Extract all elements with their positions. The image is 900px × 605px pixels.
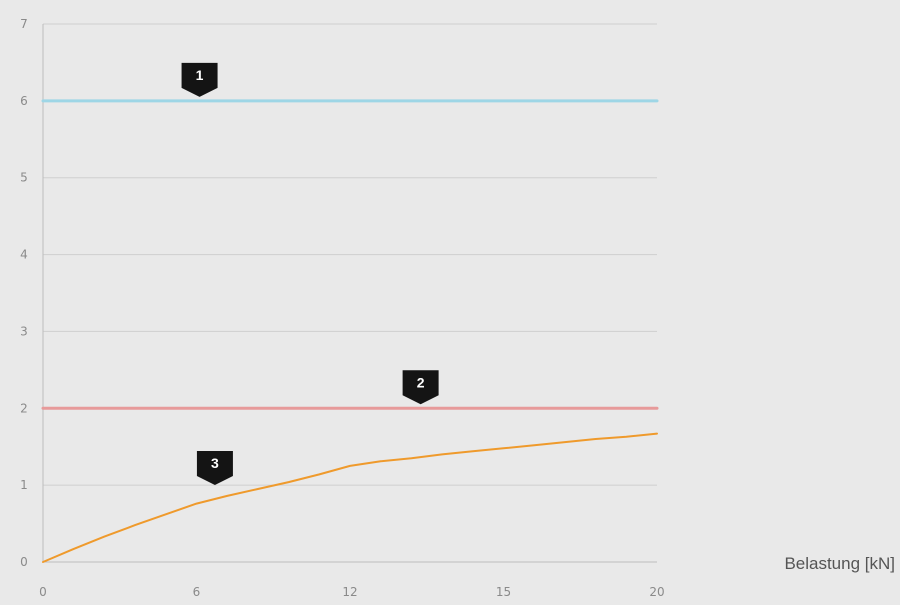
- marker-label: 1: [196, 67, 204, 83]
- marker-3: 3: [197, 451, 233, 485]
- x-axis-label: Belastung [kN]: [784, 554, 895, 573]
- x-axis-ticks: 0 6 12 15 20: [39, 585, 664, 599]
- y-tick-label: 7: [20, 17, 28, 31]
- x-tick-label: 20: [649, 585, 664, 599]
- y-tick-label: 4: [20, 248, 28, 262]
- y-tick-label: 0: [20, 555, 28, 569]
- y-tick-label: 2: [20, 401, 28, 415]
- y-axis-ticks: 0 1 2 3 4 5 6 7: [20, 17, 28, 569]
- marker-label: 2: [417, 374, 425, 390]
- y-tick-label: 6: [20, 94, 28, 108]
- y-tick-label: 5: [20, 171, 28, 185]
- y-tick-label: 1: [20, 478, 28, 492]
- x-tick-label: 15: [496, 585, 511, 599]
- marker-label: 3: [211, 455, 219, 471]
- marker-1: 1: [182, 63, 218, 97]
- series-markers: 1 2 3: [182, 63, 439, 485]
- marker-2: 2: [403, 370, 439, 404]
- series-line-3: [43, 434, 657, 562]
- y-tick-label: 3: [20, 324, 28, 338]
- grid: [43, 24, 657, 562]
- x-tick-label: 12: [342, 585, 357, 599]
- x-tick-label: 6: [193, 585, 201, 599]
- x-tick-label: 0: [39, 585, 47, 599]
